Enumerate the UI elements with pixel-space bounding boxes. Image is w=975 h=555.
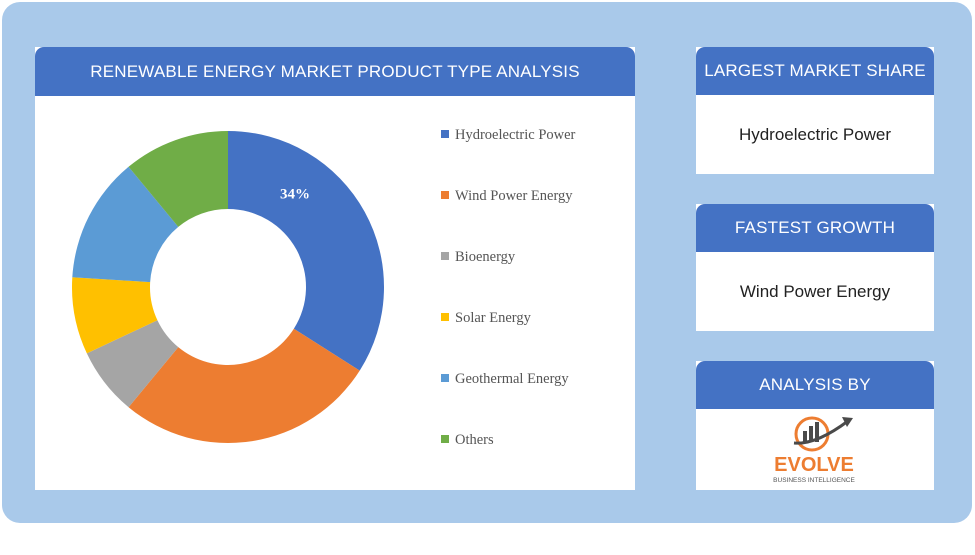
donut-slice-bioenergy [86,320,179,408]
legend-item: Wind Power Energy [441,188,573,205]
largest-share-value: Hydroelectric Power [738,124,892,144]
donut-slice-geothermal-energy [72,166,179,283]
legend-label: Bioenergy [455,249,516,265]
data-label: 34% [280,187,310,203]
legend-item: Bioenergy [441,249,515,266]
chart-panel-title: RENEWABLE ENERGY MARKET PRODUCT TYPE ANA… [35,47,635,96]
donut-slice-hydroelectric-power [228,131,384,371]
legend-swatch [441,130,449,138]
legend-swatch [441,313,449,321]
legend-item: Others [441,432,494,449]
donut-chart: 34% [71,131,384,443]
fastest-growth-value: Wind Power Energy [739,281,891,301]
legend-label: Others [455,432,494,448]
legend-item: Solar Energy [441,310,531,327]
legend-swatch [441,374,449,382]
legend-label: Geothermal Energy [455,371,569,387]
logo-mark-icon [793,416,853,452]
fastest-growth-panel: FASTEST GROWTH Wind Power Energy [696,204,934,331]
analysis-by-title: ANALYSIS BY [696,361,934,409]
largest-share-title: LARGEST MARKET SHARE [696,47,934,95]
legend-item: Geothermal Energy [441,371,569,388]
evolve-logo: EVOLVE BUSINESS INTELLIGENCE [696,409,934,490]
fastest-growth-title: FASTEST GROWTH [696,204,934,252]
legend-label: Solar Energy [455,310,531,326]
legend-label: Hydroelectric Power [455,127,576,143]
legend-swatch [441,191,449,199]
chart-panel: RENEWABLE ENERGY MARKET PRODUCT TYPE ANA… [35,47,635,490]
donut-slice-wind-power-energy [128,328,360,443]
donut-slice-solar-energy [71,277,158,354]
donut-slice-others [128,131,228,227]
largest-share-panel: LARGEST MARKET SHARE Hydroelectric Power [696,47,934,174]
legend-item: Hydroelectric Power [441,127,575,144]
legend-swatch [441,435,449,443]
analysis-by-panel: ANALYSIS BY EVOLVE BUSINESS INTELLIGENCE [696,361,934,490]
legend-swatch [441,252,449,260]
logo-tagline: BUSINESS INTELLIGENCE [773,477,855,484]
logo-name: EVOLVE [774,454,854,476]
legend-label: Wind Power Energy [455,188,573,204]
